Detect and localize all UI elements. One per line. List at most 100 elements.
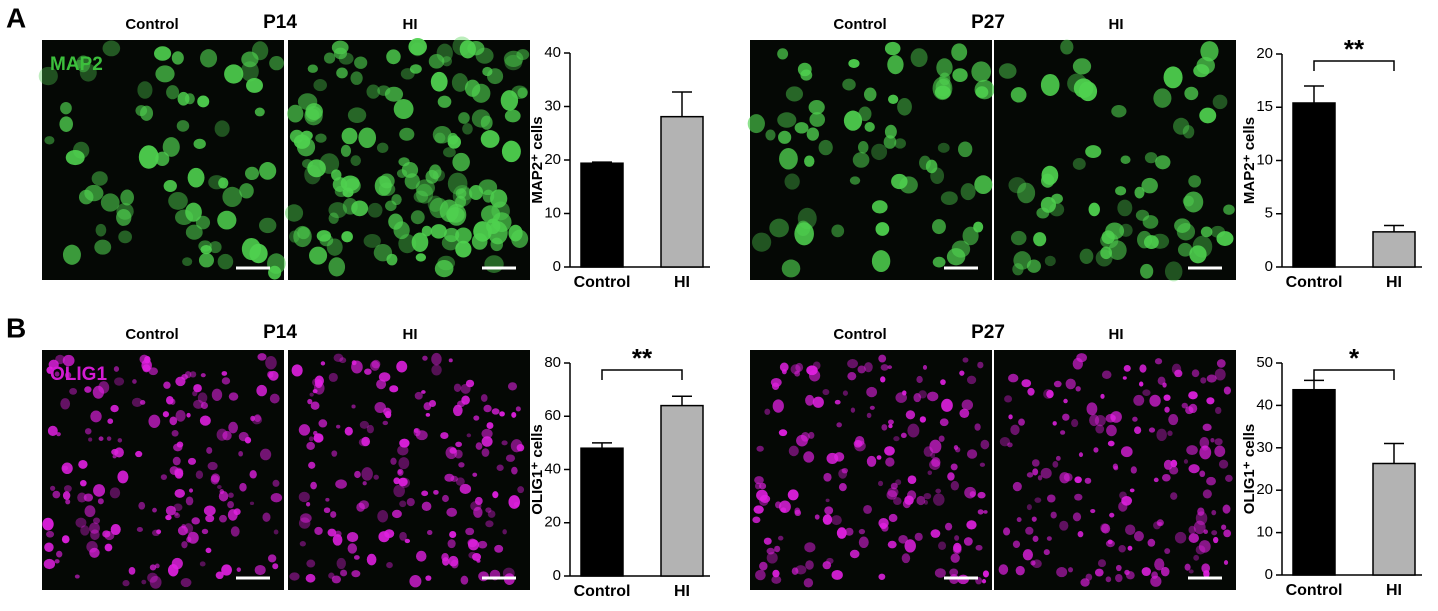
y-tick-label: 80 (544, 354, 561, 371)
cell (60, 101, 72, 115)
cell (779, 148, 798, 170)
cell (1147, 538, 1156, 547)
cell (777, 112, 797, 128)
cell (110, 523, 121, 535)
cell (203, 505, 216, 516)
cell (168, 191, 188, 210)
cell (1198, 540, 1211, 553)
cell (415, 179, 436, 197)
cell (998, 63, 1017, 79)
cell (443, 147, 456, 158)
y-axis-label: OLIG1⁺ cells (529, 424, 546, 514)
cell (863, 504, 872, 514)
cell (507, 382, 518, 391)
cell (881, 524, 889, 532)
cell (350, 155, 361, 166)
cell (475, 442, 483, 450)
x-tick-label: Control (574, 274, 631, 291)
bar (580, 162, 624, 268)
cell (894, 138, 906, 149)
cell (78, 189, 94, 205)
cell (1122, 376, 1127, 380)
cell (137, 81, 153, 99)
cell (363, 234, 381, 248)
cell (1148, 427, 1156, 433)
cell (770, 378, 782, 387)
cell (340, 144, 352, 157)
y-tick-label: 40 (544, 44, 561, 61)
cell (496, 464, 504, 472)
cell (389, 385, 399, 393)
cell (1021, 379, 1032, 388)
cell (200, 402, 209, 409)
cell (914, 532, 923, 541)
cell (244, 436, 252, 444)
cell (1216, 231, 1234, 246)
cell (1213, 536, 1219, 544)
cell (122, 580, 130, 587)
cell (1138, 381, 1144, 387)
cell (446, 507, 458, 517)
cell (78, 459, 88, 469)
cell (878, 354, 887, 363)
bar (660, 404, 704, 577)
cell (1196, 56, 1215, 75)
cell (397, 445, 409, 456)
cell (772, 569, 780, 578)
cell (836, 422, 842, 428)
cell (171, 51, 184, 65)
cell (80, 525, 90, 536)
cell (421, 501, 432, 511)
cell (240, 61, 259, 82)
cell (971, 61, 992, 82)
cell (382, 420, 389, 426)
cell (219, 514, 227, 523)
significance-label: ** (1344, 34, 1365, 64)
micrograph (994, 39, 1236, 282)
cell (415, 253, 427, 262)
cell (299, 541, 306, 547)
cell (210, 474, 220, 485)
cell (884, 124, 897, 139)
cell (221, 564, 232, 576)
cell (907, 475, 917, 485)
cell (38, 66, 58, 86)
cell (841, 467, 849, 474)
cell (64, 485, 72, 493)
cell (156, 529, 162, 535)
cell (113, 366, 120, 372)
cell (399, 127, 415, 141)
cell (104, 543, 113, 552)
cell (1093, 447, 1099, 453)
cell (1167, 430, 1173, 436)
image-label: Control (833, 326, 886, 343)
cell (136, 527, 143, 533)
cell (490, 189, 508, 208)
micrograph-bg (42, 350, 284, 590)
cell (313, 79, 327, 92)
cell (1031, 516, 1037, 522)
cell (313, 430, 318, 436)
cell (379, 173, 395, 189)
cell (460, 383, 471, 394)
cell (1188, 175, 1202, 188)
cell (969, 491, 976, 498)
cell (455, 441, 462, 448)
cell (902, 390, 907, 396)
cell (109, 487, 121, 499)
cell (1200, 226, 1213, 238)
cell (60, 398, 71, 410)
cell (189, 371, 197, 378)
cell (901, 553, 911, 564)
cell (938, 435, 945, 442)
cell (766, 547, 775, 555)
cell (1197, 507, 1205, 516)
cell (905, 410, 916, 420)
cell (291, 364, 303, 377)
cell (339, 357, 347, 364)
cell (187, 457, 197, 465)
cell (328, 257, 346, 277)
cell (347, 543, 358, 554)
cell (1074, 493, 1083, 501)
cell (451, 73, 469, 92)
